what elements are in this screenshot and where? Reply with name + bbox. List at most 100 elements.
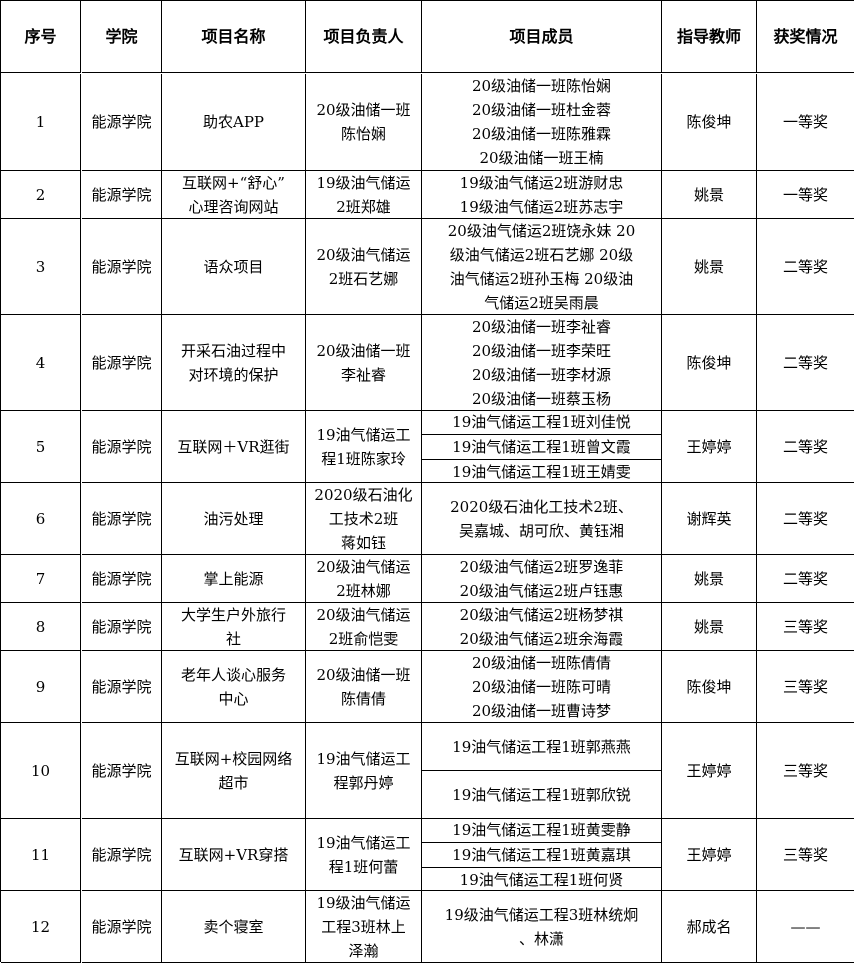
college-name: 能源学院 xyxy=(91,185,152,204)
teacher-name: 陈俊坤 xyxy=(686,113,732,131)
award-level: 三等奖 xyxy=(782,761,828,780)
leader-line: 20级油储一班 xyxy=(316,665,411,684)
award-level: 二等奖 xyxy=(782,437,828,456)
member-line: 20级油储一班曹诗梦 xyxy=(471,701,612,720)
cell-leader: 20级油储一班 陈倩倩 xyxy=(306,651,422,723)
leader-line: 20级油气储运 xyxy=(316,605,411,624)
row-number: 9 xyxy=(35,677,46,696)
teacher-name: 陈俊坤 xyxy=(686,677,732,696)
member-subcell: 19油气储运工程1班何贤 xyxy=(422,868,661,891)
member-line: 20级油储一班王楠 xyxy=(479,149,604,167)
cell-no: 9 xyxy=(1,651,81,723)
college-name: 能源学院 xyxy=(91,569,152,588)
cell-no: 2 xyxy=(1,171,81,219)
cell-members: 20级油气储运2班杨梦祺 20级油气储运2班余海霞 xyxy=(422,603,662,651)
cell-no: 3 xyxy=(1,219,81,315)
teacher-name: 王婷婷 xyxy=(686,845,732,864)
leader-line: 程1班陈家玲 xyxy=(321,449,406,468)
cell-members: 20级油气储运2班罗逸菲 20级油气储运2班卢钰惠 xyxy=(422,555,662,603)
cell-college: 能源学院 xyxy=(82,723,162,819)
leader-line: 工技术2班 xyxy=(328,509,399,528)
cell-teacher: 姚景 xyxy=(662,555,757,603)
cell-college: 能源学院 xyxy=(82,219,162,315)
leader-line: 2020级石油化 xyxy=(314,485,413,504)
leader-line: 程1班何蕾 xyxy=(328,857,399,876)
teacher-name: 谢辉英 xyxy=(686,509,732,528)
member-line: 20级油储一班蔡玉杨 xyxy=(471,389,612,408)
cell-award: 二等奖 xyxy=(757,483,854,555)
cell-college: 能源学院 xyxy=(82,555,162,603)
member-line: 19油气储运工程1班何贤 xyxy=(459,870,624,889)
cell-leader: 20级油气储运 2班俞恺雯 xyxy=(306,603,422,651)
cell-teacher: 陈俊坤 xyxy=(662,651,757,723)
row-number: 4 xyxy=(35,353,46,372)
member-line: 、林潇 xyxy=(518,929,564,948)
cell-project-name: 助农APP xyxy=(162,74,306,171)
cell-teacher: 郝成名 xyxy=(662,891,757,963)
college-name: 能源学院 xyxy=(91,761,152,780)
cell-award: —— xyxy=(757,891,854,963)
member-line: 19油气储运工程1班刘佳悦 xyxy=(452,412,631,431)
award-level: 二等奖 xyxy=(782,257,828,276)
award-level: 三等奖 xyxy=(782,845,828,864)
college-name: 能源学院 xyxy=(91,677,152,696)
teacher-name: 王婷婷 xyxy=(686,437,732,456)
cell-award: 二等奖 xyxy=(757,315,854,411)
cell-award: 三等奖 xyxy=(757,603,854,651)
leader-line: 20级油储一班 xyxy=(316,341,411,360)
cell-project-name: 互联网+VR穿搭 xyxy=(162,819,306,891)
leader-line: 19油气储运工 xyxy=(316,425,411,444)
row-number: 6 xyxy=(35,509,46,528)
header-label: 指导教师 xyxy=(676,26,741,46)
cell-no: 11 xyxy=(1,819,81,891)
cell-leader: 19油气储运工 程郭丹婷 xyxy=(306,723,422,819)
cell-project-name: 掌上能源 xyxy=(162,555,306,603)
project-name-line: 对环境的保护 xyxy=(188,365,279,384)
leader-line: 19油气储运工 xyxy=(316,833,411,852)
row-number: 8 xyxy=(35,617,46,636)
cell-no: 7 xyxy=(1,555,81,603)
member-line: 19油气储运工程1班王婧雯 xyxy=(452,462,631,481)
teacher-name: 姚景 xyxy=(693,185,724,204)
cell-no: 6 xyxy=(1,483,81,555)
header-label: 获奖情况 xyxy=(773,26,838,46)
leader-line: 陈倩倩 xyxy=(340,689,386,708)
cell-no: 1 xyxy=(1,74,81,171)
cell-leader: 20级油储一班 陈怡娴 xyxy=(306,74,422,171)
college-name: 能源学院 xyxy=(91,845,152,864)
member-line: 吴嘉城、胡可欣、黄钰湘 xyxy=(458,521,624,540)
leader-line: 泽瀚 xyxy=(348,941,379,960)
member-line: 19油气储运工程1班黄雯静 xyxy=(452,820,631,839)
member-subcell: 19油气储运工程1班刘佳悦 xyxy=(422,411,661,435)
cell-project-name: 开采石油过程中 对环境的保护 xyxy=(162,315,306,411)
member-line: 20级油气储运2班罗逸菲 xyxy=(459,557,624,576)
member-line: 19油气储运工程1班曾文霞 xyxy=(452,437,631,456)
project-name-line: 社 xyxy=(225,629,241,648)
cell-no: 8 xyxy=(1,603,81,651)
header-col-project-name: 项目名称 xyxy=(162,1,306,73)
cell-project-name: 互联网+校园网络 超市 xyxy=(162,723,306,819)
row-number: 3 xyxy=(35,257,46,276)
cell-members: 20级油储一班李祉睿 20级油储一班李荣旺 20级油储一班李材源 20级油储一班蔡玉杨 xyxy=(422,315,662,411)
cell-award: 三等奖 xyxy=(757,819,854,891)
header-col-teacher: 指导教师 xyxy=(662,1,757,73)
cell-project-name: 卖个寝室 xyxy=(162,891,306,963)
leader-line: 20级油气储运 xyxy=(316,245,411,264)
cell-college: 能源学院 xyxy=(82,411,162,483)
member-line: 20级油储一班李祉睿 xyxy=(471,317,612,336)
teacher-name: 姚景 xyxy=(693,617,724,636)
member-line: 19级油气储运2班游财忠 xyxy=(459,173,624,192)
leader-line: 2班石艺娜 xyxy=(328,269,399,288)
project-name-line: 互联网+VR穿搭 xyxy=(178,845,289,864)
cell-members: 20级油储一班陈怡娴 20级油储一班杜金蓉 20级油储一班陈雅霖 20级油储一班王楠 xyxy=(422,74,662,171)
award-level: 二等奖 xyxy=(782,353,828,372)
project-name-line: 语众项目 xyxy=(203,257,264,276)
member-line: 19油气储运工程1班黄嘉琪 xyxy=(452,845,631,864)
cell-award: 二等奖 xyxy=(757,219,854,315)
award-level: 一等奖 xyxy=(782,113,828,131)
cell-award: 一等奖 xyxy=(757,74,854,171)
cell-project-name: 互联网＋VR逛街 xyxy=(162,411,306,483)
college-name: 能源学院 xyxy=(91,353,152,372)
member-subcell: 19油气储运工程1班黄雯静 xyxy=(422,819,661,843)
leader-line: 2班林娜 xyxy=(336,581,391,600)
